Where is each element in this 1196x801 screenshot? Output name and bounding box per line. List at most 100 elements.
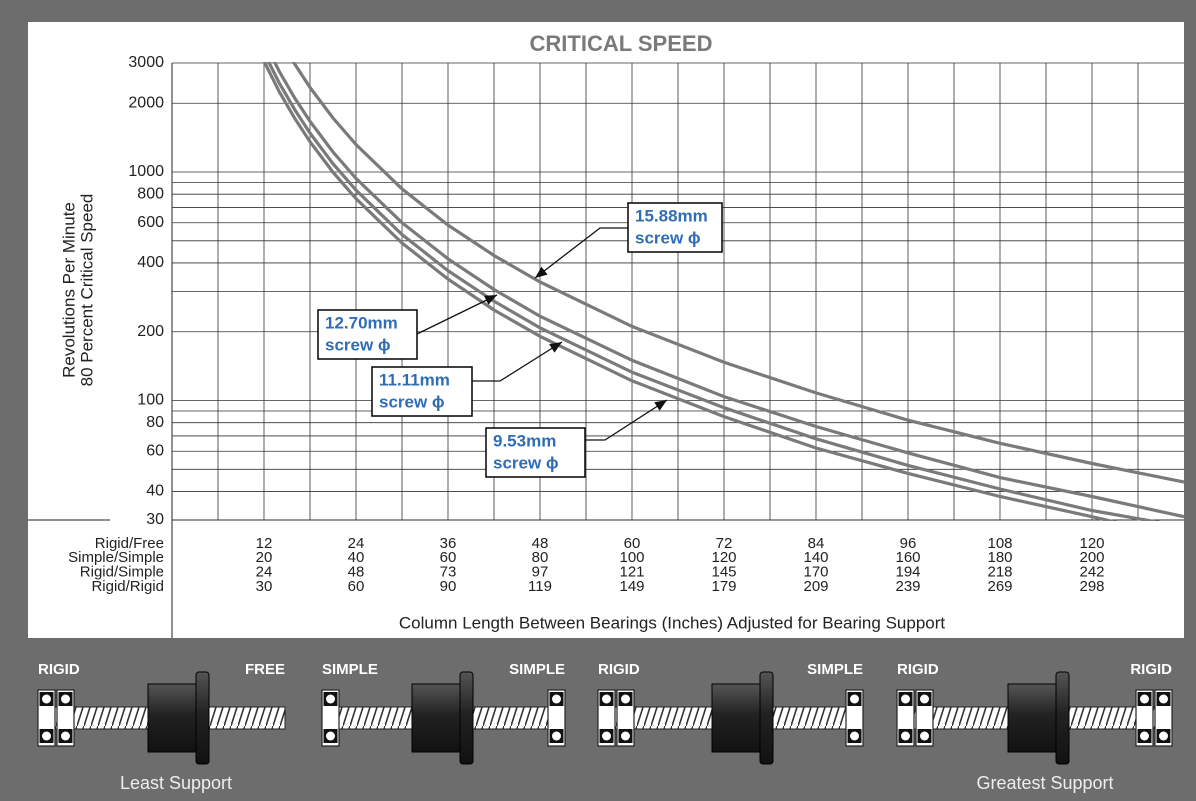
nut-flange [195, 671, 210, 765]
x-tick-label: 194 [895, 563, 920, 580]
y-tick-label: 30 [146, 511, 164, 528]
line-series [272, 62, 1184, 519]
bearing-ball [1140, 694, 1149, 704]
bearing-ball [42, 694, 51, 704]
bearing-ball [1159, 694, 1168, 704]
x-tick-label: 120 [1079, 535, 1104, 552]
x-axis-label: Column Length Between Bearings (Inches) … [399, 613, 945, 632]
bearing-ball [901, 731, 910, 741]
bearing-ball [920, 731, 929, 741]
x-tick-label: 84 [808, 535, 825, 552]
series-label: 11.11mm [379, 370, 450, 389]
callout-arrowhead [484, 295, 497, 305]
series-label-suffix: screw ϕ [325, 335, 391, 354]
bearing-ball [61, 731, 70, 741]
series-label: 12.70mm [325, 313, 398, 332]
callout-arrowhead [549, 342, 562, 353]
series-label-suffix: screw ϕ [635, 228, 701, 247]
x-tick-label: 298 [1079, 578, 1104, 595]
x-tick-label: 209 [803, 578, 828, 595]
support-label: RIGID [38, 661, 80, 678]
tick-row-name: Rigid/Simple [80, 563, 164, 580]
y-tick-label: 400 [137, 254, 164, 271]
ball-nut [1007, 683, 1057, 753]
x-tick-label: 24 [256, 563, 273, 580]
x-tick-label: 72 [716, 535, 733, 552]
bearing-ball [901, 694, 910, 704]
x-tick-label: 140 [803, 549, 828, 566]
x-tick-label: 80 [532, 549, 549, 566]
x-tick-label: 60 [624, 535, 641, 552]
footer-label: Greatest Support [976, 773, 1113, 793]
x-tick-label: 97 [532, 563, 549, 580]
tick-row-name: Simple/Simple [68, 549, 164, 566]
ball-nut [711, 683, 761, 753]
nut-flange [759, 671, 774, 765]
line-series [262, 62, 1118, 521]
x-tick-label: 119 [528, 578, 552, 595]
x-tick-label: 30 [256, 578, 273, 595]
bearing-ball [326, 694, 335, 704]
x-tick-label: 48 [532, 535, 549, 552]
tick-row-name: Rigid/Free [95, 535, 164, 552]
callout-box [627, 202, 723, 253]
x-tick-label: 96 [900, 535, 917, 552]
series-label: 15.88mm [635, 206, 708, 225]
x-tick-label: 120 [711, 549, 736, 566]
x-tick-label: 170 [803, 563, 828, 580]
y-tick-label: 200 [137, 323, 164, 340]
x-tick-label: 90 [440, 578, 457, 595]
x-tick-label: 12 [256, 535, 273, 552]
bearing-ball [552, 731, 561, 741]
x-tick-label: 36 [440, 535, 457, 552]
ball-nut [147, 683, 197, 753]
grid [172, 62, 1184, 521]
bearing-ball [920, 694, 929, 704]
bearing-ball [602, 731, 611, 741]
x-tick-label: 200 [1079, 549, 1104, 566]
bearing-ball [1140, 731, 1149, 741]
x-tick-label: 145 [711, 563, 736, 580]
callout-line [585, 399, 668, 441]
support-label: RIGID [598, 661, 640, 678]
y-axis-label: Revolutions Per Minute [59, 202, 78, 378]
line-series [291, 62, 1184, 484]
ball-nut [411, 683, 461, 753]
x-tick-label: 180 [987, 549, 1012, 566]
callout-line [534, 227, 628, 279]
series-label-suffix: screw ϕ [379, 392, 445, 411]
y-tick-label: 40 [146, 483, 164, 500]
support-label: SIMPLE [322, 661, 378, 678]
bearing-ball [326, 731, 335, 741]
callout-box [485, 427, 586, 478]
support-label: FREE [245, 661, 285, 678]
chart-title: CRITICAL SPEED [530, 31, 713, 56]
bearing-ball [621, 731, 630, 741]
x-tick-label: 108 [987, 535, 1012, 552]
nut-flange [1055, 671, 1070, 765]
series-label: 9.53mm [493, 431, 556, 450]
bearing-ball [850, 731, 859, 741]
line-series [266, 62, 1161, 521]
callout-line [472, 341, 563, 382]
callout-line [416, 294, 498, 335]
y-tick-label: 100 [137, 392, 164, 409]
x-tick-label: 60 [440, 549, 457, 566]
support-label: SIMPLE [807, 661, 863, 678]
y-tick-label: 3000 [128, 54, 164, 71]
plot-area [262, 62, 1184, 521]
x-tick-label: 73 [440, 563, 457, 580]
x-tick-label: 20 [256, 549, 273, 566]
bearing-ball [850, 694, 859, 704]
x-tick-label: 239 [895, 578, 920, 595]
bearing-ball [1159, 731, 1168, 741]
y-tick-label: 60 [146, 442, 164, 459]
series-label-suffix: screw ϕ [493, 453, 559, 472]
x-tick-label: 24 [348, 535, 365, 552]
support-label: SIMPLE [509, 661, 565, 678]
x-tick-label: 48 [348, 563, 365, 580]
x-tick-label: 218 [987, 563, 1012, 580]
x-tick-label: 179 [711, 578, 736, 595]
